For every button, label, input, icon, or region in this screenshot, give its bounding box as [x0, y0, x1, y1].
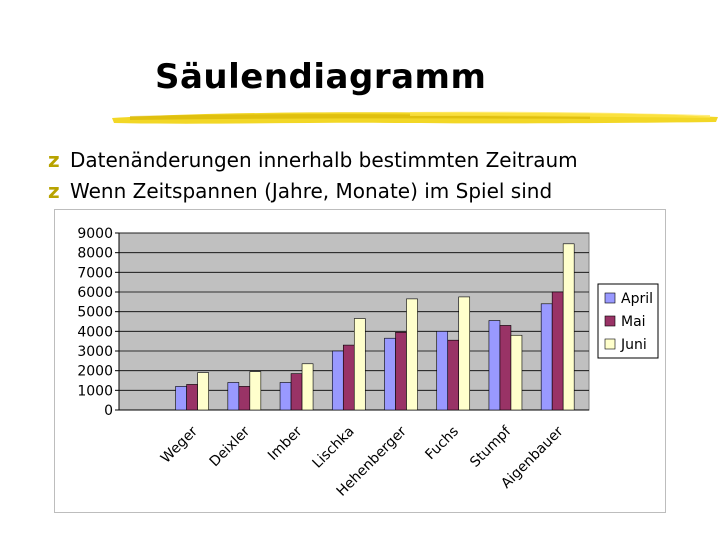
- legend-swatch: [604, 315, 616, 327]
- y-tick-label: 6000: [77, 285, 113, 301]
- bar-april: [175, 386, 187, 411]
- x-tick-label: Fuchs: [422, 424, 462, 464]
- y-tick-label: 8000: [77, 246, 113, 262]
- bullet-text: Wenn Zeitspannen (Jahre, Monate) im Spie…: [70, 179, 553, 203]
- y-tick-label: 7000: [77, 265, 113, 281]
- y-tick-label: 3000: [77, 344, 113, 360]
- bar-mai: [499, 325, 512, 411]
- legend-swatch: [604, 338, 616, 350]
- y-tick-label: 9000: [77, 226, 113, 242]
- x-tick-label: Stumpf: [467, 423, 515, 471]
- bar-april: [331, 350, 344, 411]
- bar-april: [279, 382, 292, 411]
- x-tick-label: Lischka: [310, 424, 358, 472]
- bullet-list: z Datenänderungen innerhalb bestimmten Ze…: [48, 146, 578, 208]
- bullet-item-1: z Datenänderungen innerhalb bestimmten Ze…: [48, 146, 578, 177]
- bar-juni: [458, 296, 471, 411]
- z-bullet-icon: z: [48, 179, 60, 203]
- title-underline-brush: [112, 111, 718, 124]
- legend-label: April: [621, 291, 653, 307]
- bar-mai: [447, 339, 460, 411]
- bar-april: [540, 303, 553, 411]
- z-bullet-icon: z: [48, 148, 60, 172]
- y-tick-label: 1000: [77, 383, 113, 399]
- bar-mai: [395, 332, 407, 411]
- legend-label: Mai: [621, 314, 646, 330]
- x-tick-label: Weger: [158, 423, 201, 466]
- bar-mai: [551, 291, 564, 411]
- y-tick-label: 5000: [77, 305, 113, 321]
- bar-mai: [342, 344, 355, 411]
- bar-juni: [301, 363, 314, 411]
- chart-frame: 0 1000 2000 3000 4000 5000 6000 7000 8000 9000 Weg…: [54, 209, 666, 513]
- bar-april: [384, 337, 396, 411]
- y-tick-label: 4000: [77, 324, 113, 340]
- bar-april: [227, 382, 240, 411]
- x-tick-label: Imber: [265, 423, 305, 463]
- bar-juni: [406, 298, 418, 411]
- bullet-item-2: z Wenn Zeitspannen (Jahre, Monate) im Spi…: [48, 177, 578, 208]
- bar-april: [436, 331, 449, 411]
- legend-label: Juni: [620, 337, 647, 353]
- y-tick-label: 2000: [77, 364, 113, 380]
- column-chart: 0 1000 2000 3000 4000 5000 6000 7000 8000 9000 Weg…: [77, 226, 659, 500]
- bar-juni: [562, 243, 575, 411]
- bar-juni: [510, 334, 523, 411]
- bar-april: [488, 320, 501, 411]
- x-tick-label: Deixler: [207, 423, 254, 470]
- bar-mai: [238, 386, 251, 411]
- bar-juni: [249, 371, 262, 411]
- slide-title: Säulendiagramm: [155, 57, 487, 97]
- bullet-text: Datenänderungen innerhalb bestimmten Zei…: [70, 148, 578, 172]
- bar-mai: [186, 384, 198, 411]
- bar-juni: [353, 318, 366, 411]
- legend-swatch: [604, 292, 616, 304]
- y-tick-label: 0: [104, 403, 113, 419]
- bar-juni: [197, 372, 209, 411]
- bar-mai: [290, 373, 303, 411]
